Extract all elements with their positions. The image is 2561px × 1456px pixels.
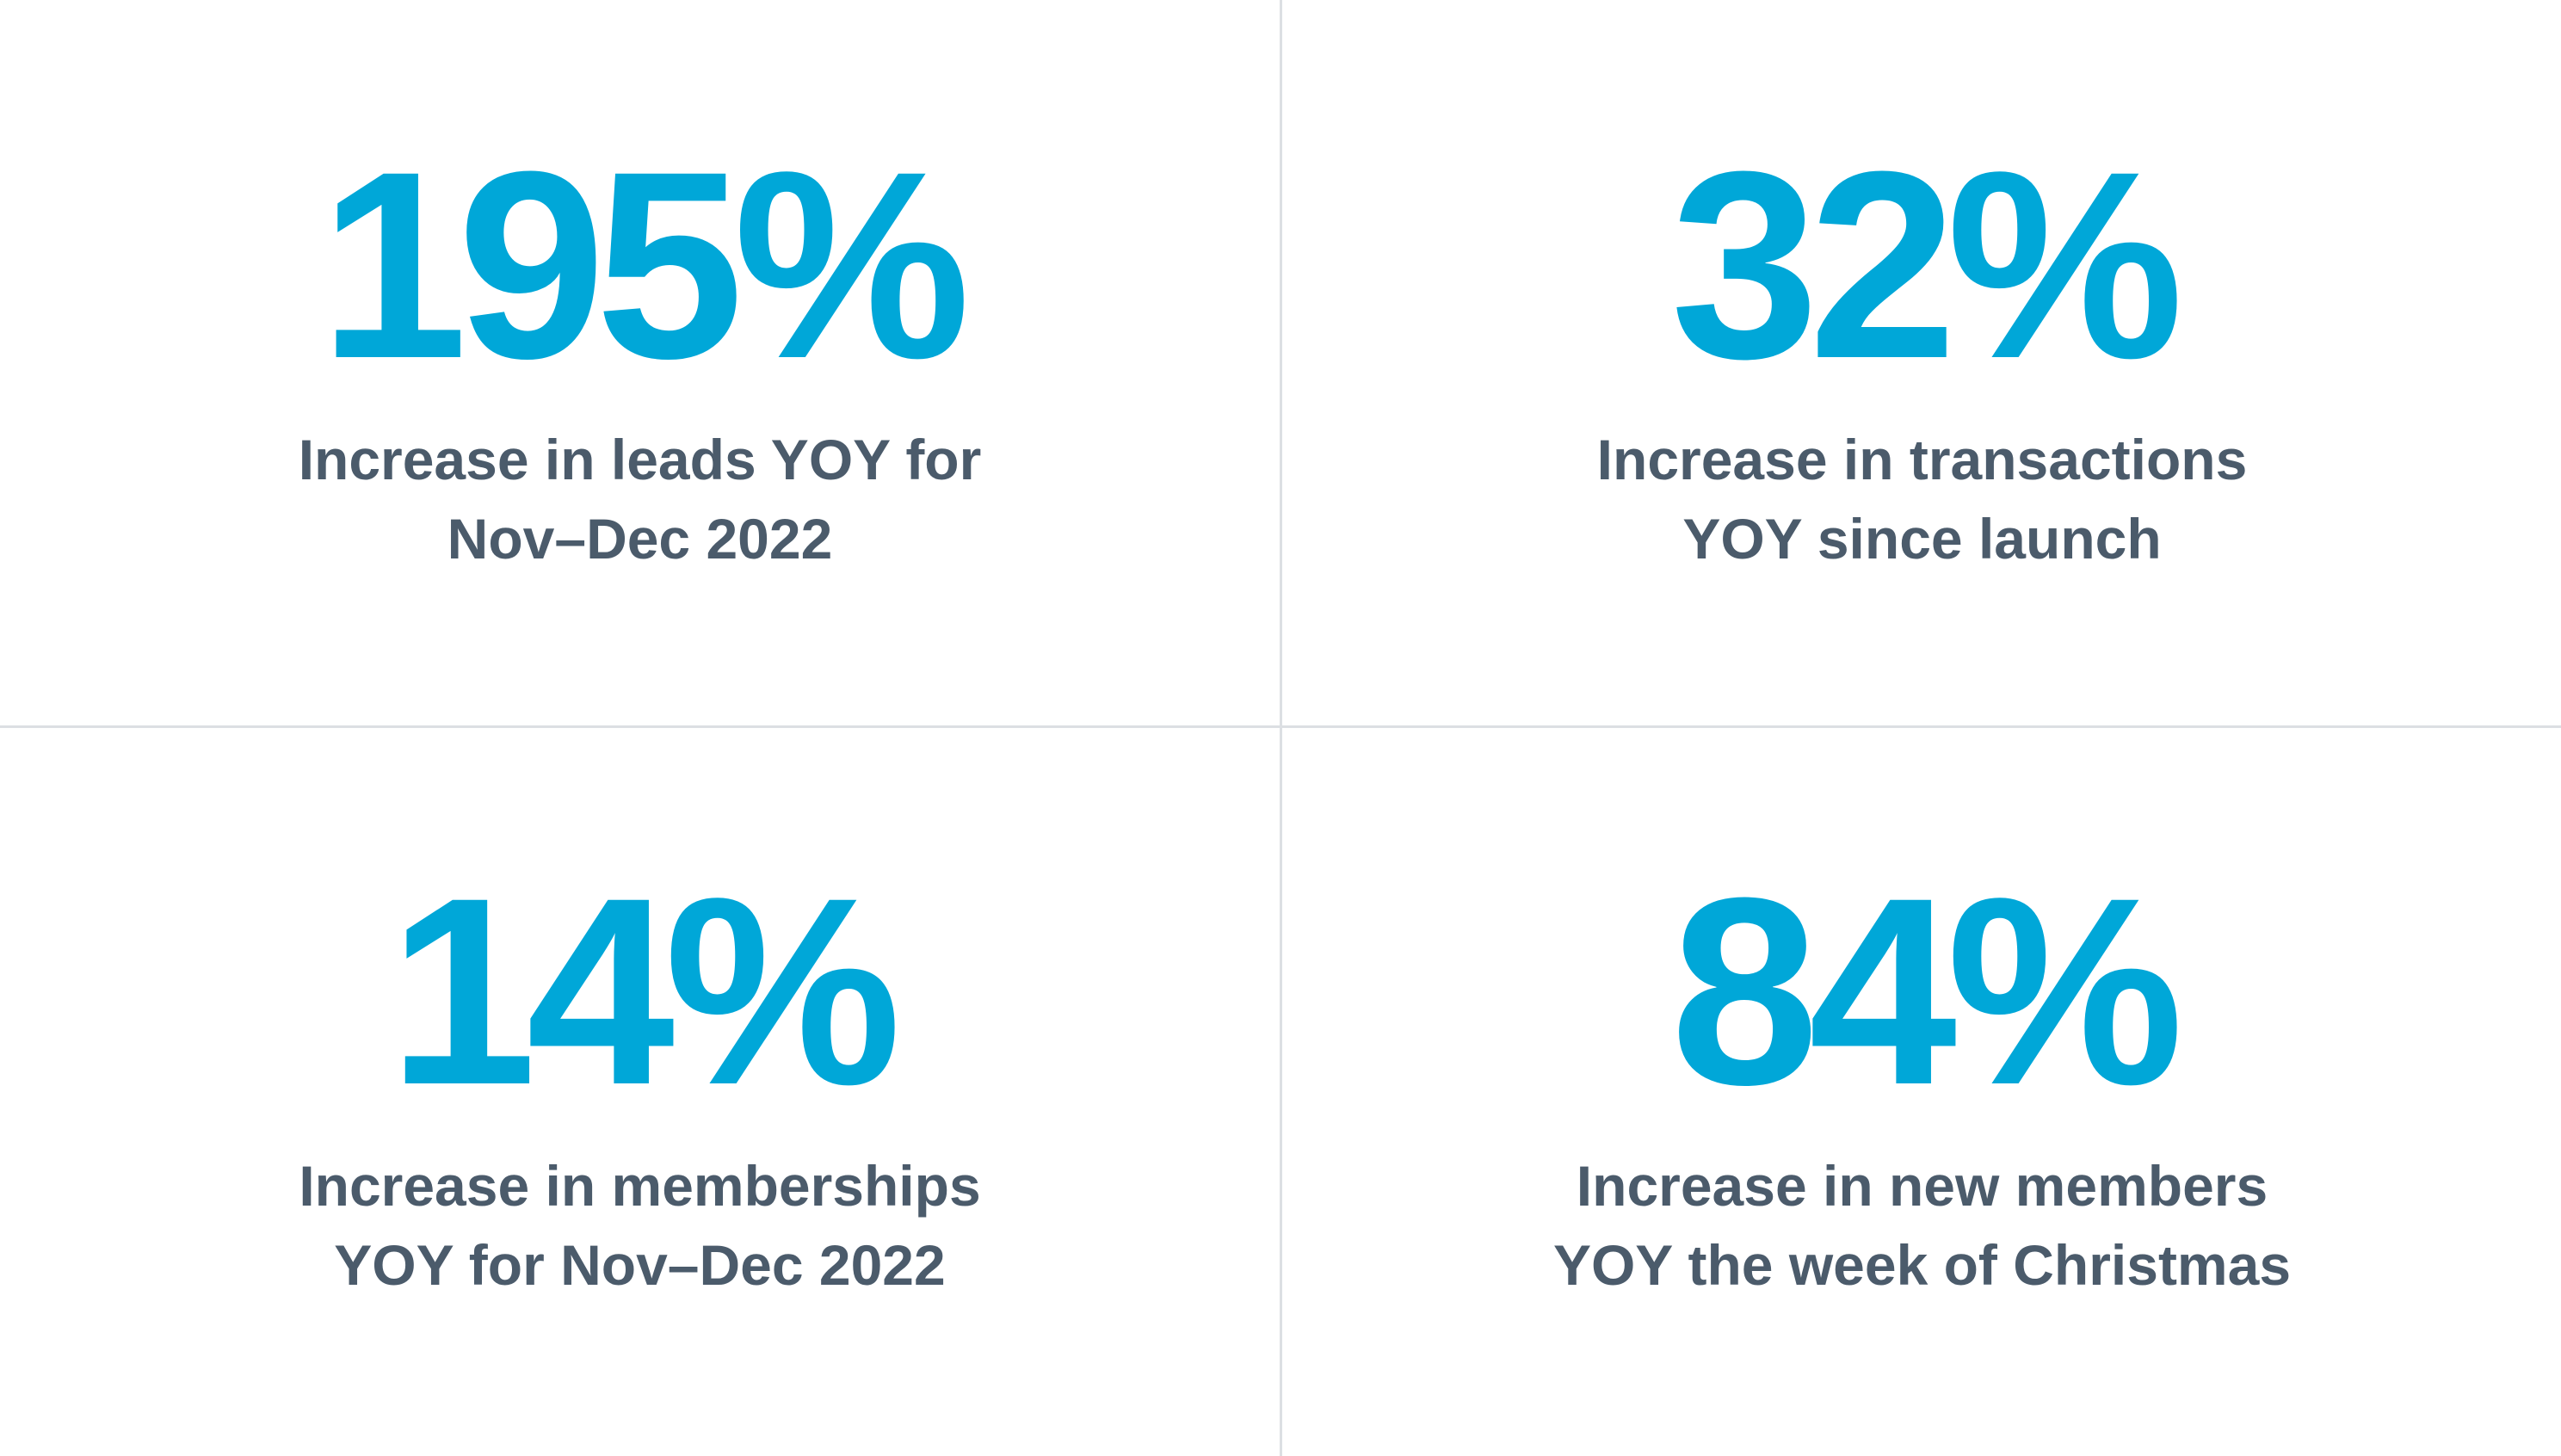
stat-value: 195% [319, 115, 971, 414]
caption-line: Increase in new members [1576, 1154, 2268, 1218]
stat-card-new-members: 84% Increase in new members YOY the week… [1282, 728, 2561, 1453]
stat-value: 14% [388, 842, 901, 1140]
vertical-divider [1280, 0, 1282, 1456]
stat-caption: Increase in leads YOY for Nov–Dec 2022 [299, 420, 982, 578]
caption-line: YOY for Nov–Dec 2022 [334, 1233, 946, 1297]
caption-line: Increase in transactions [1596, 428, 2248, 491]
stat-value: 84% [1670, 842, 2183, 1140]
stat-value: 32% [1670, 115, 2183, 414]
stat-card-memberships: 14% Increase in memberships YOY for Nov–… [0, 728, 1280, 1453]
caption-line: Increase in memberships [299, 1154, 981, 1218]
caption-line: Nov–Dec 2022 [447, 507, 833, 571]
caption-line: Increase in leads YOY for [298, 428, 982, 491]
stat-caption: Increase in new members YOY the week of … [1553, 1146, 2291, 1305]
caption-line: YOY the week of Christmas [1552, 1233, 2292, 1297]
stat-caption: Increase in transactions YOY since launc… [1597, 420, 2248, 578]
stat-card-leads: 195% Increase in leads YOY for Nov–Dec 2… [0, 0, 1280, 725]
horizontal-divider [0, 725, 2561, 728]
caption-line: YOY since launch [1682, 507, 2162, 571]
stat-card-transactions: 32% Increase in transactions YOY since l… [1282, 0, 2561, 725]
stat-caption: Increase in memberships YOY for Nov–Dec … [299, 1146, 980, 1305]
